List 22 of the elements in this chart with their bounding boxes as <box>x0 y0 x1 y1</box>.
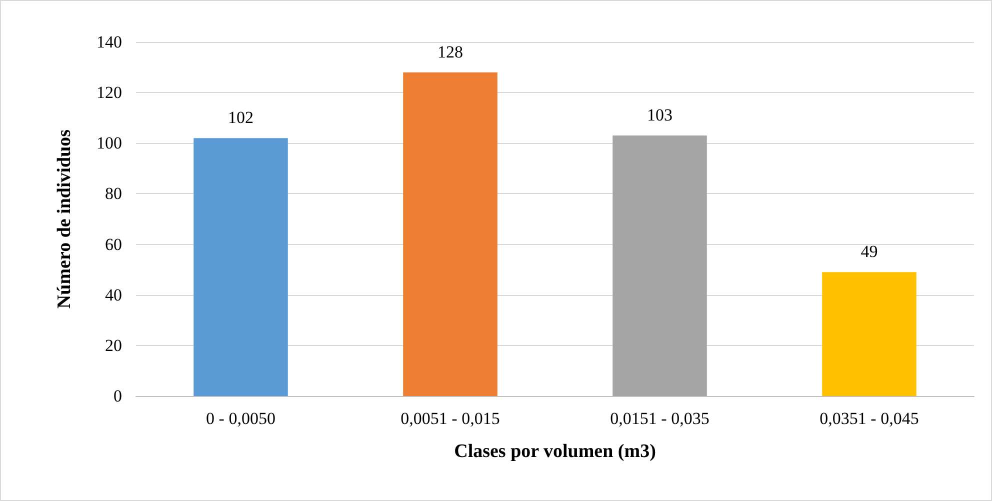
x-tick-label: 0,0051 - 0,015 <box>400 409 500 428</box>
y-tick-label: 0 <box>114 386 122 406</box>
data-label: 103 <box>647 106 672 125</box>
y-tick-label: 80 <box>105 184 122 204</box>
y-tick-label: 140 <box>96 32 122 52</box>
y-axis-title: Número de individuos <box>54 129 75 309</box>
data-label: 128 <box>438 42 463 62</box>
data-label: 102 <box>228 108 254 128</box>
x-tick-label: 0,0151 - 0,035 <box>610 409 710 428</box>
x-axis-title: Clases por volumen (m3) <box>454 441 656 462</box>
y-tick-label: 20 <box>105 336 122 355</box>
y-tick-label: 40 <box>105 285 122 304</box>
bar <box>612 136 707 396</box>
data-label: 49 <box>860 242 878 262</box>
y-tick-label: 100 <box>96 134 122 153</box>
bar <box>403 72 498 396</box>
bar <box>822 272 916 396</box>
y-tick-label: 60 <box>105 234 122 254</box>
x-tick-label: 0 - 0,0050 <box>206 409 276 428</box>
x-tick-label: 0,0351 - 0,045 <box>820 409 919 428</box>
bar <box>194 138 288 396</box>
y-tick-label: 120 <box>96 83 122 102</box>
